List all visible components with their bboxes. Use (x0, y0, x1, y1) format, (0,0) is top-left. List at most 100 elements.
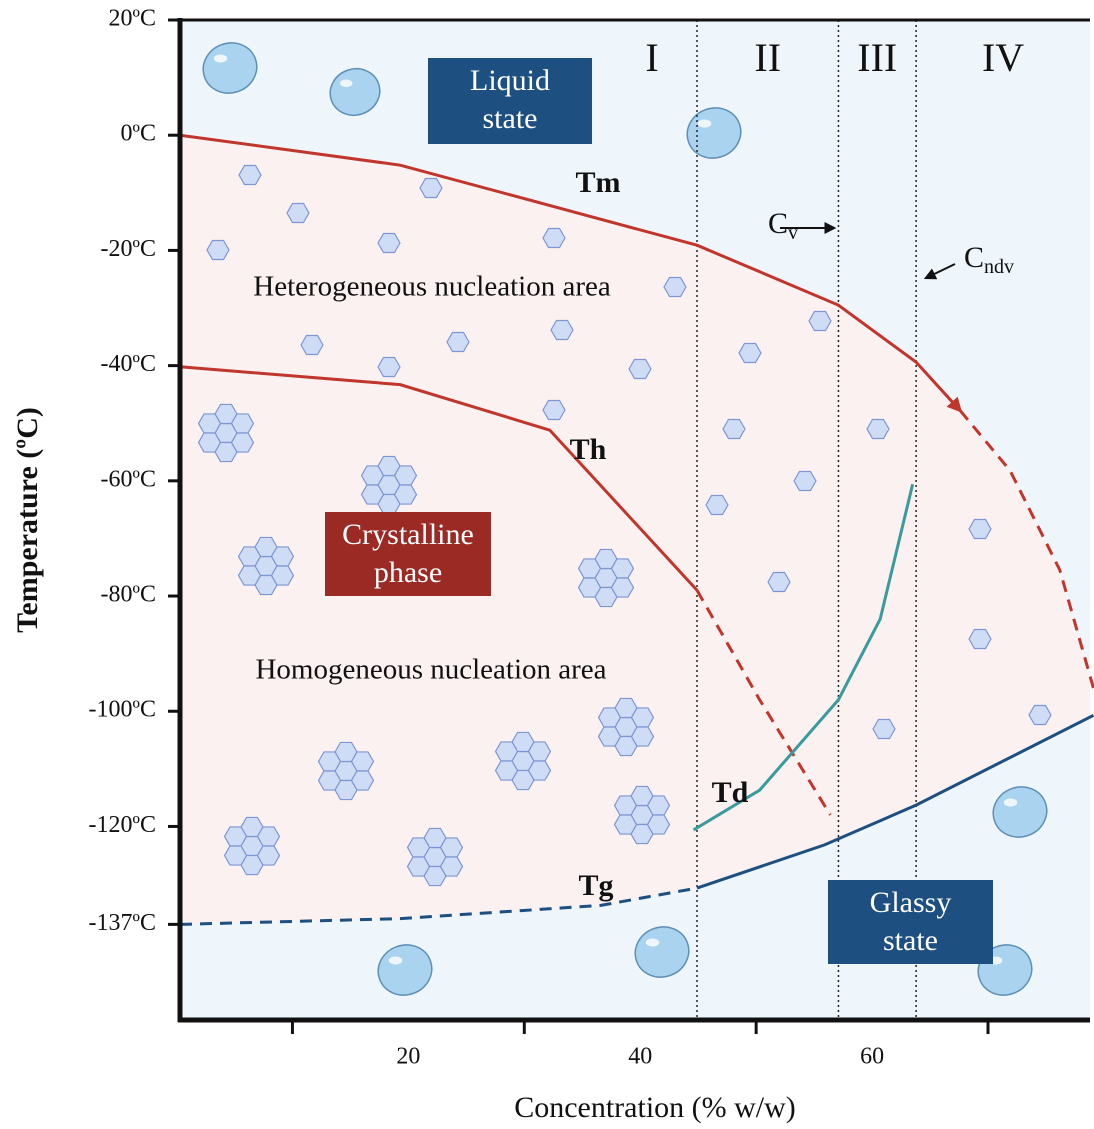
chart: 20ºC 0ºC -20ºC -40ºC -60ºC -80ºC -100ºC -120ºC -… (0, 0, 1094, 1129)
crystal (272, 547, 294, 566)
y-tick-label: -80ºC (101, 582, 156, 608)
crystal (441, 838, 463, 857)
crystal (579, 578, 601, 597)
y-tick-label: 0ºC (121, 121, 156, 147)
crystal (543, 400, 565, 419)
crystal (378, 357, 400, 376)
crystal (232, 433, 254, 452)
y-tick-label: -60ºC (101, 466, 156, 492)
x-tick-label: 20 (396, 1044, 420, 1070)
crystal (873, 719, 895, 738)
y-tick-label: -120ºC (89, 812, 156, 838)
x-tick-label: 60 (860, 1044, 884, 1070)
crystal (301, 335, 323, 354)
curve-label: Tm (576, 166, 621, 199)
droplet-shine (340, 80, 353, 88)
x-axis-label: Concentration (% w/w) (514, 1091, 796, 1124)
crystal (258, 846, 280, 865)
crystal (496, 761, 518, 780)
crystal (239, 547, 261, 566)
concentration-symbol: C (964, 241, 984, 274)
crystal (395, 485, 417, 504)
state-label: phase (374, 556, 442, 589)
crystal (599, 727, 621, 746)
state-label: Liquid (470, 64, 550, 97)
crystal (287, 203, 309, 222)
crystal (1029, 705, 1051, 724)
droplet-shine (698, 120, 712, 128)
state-label: state (483, 102, 538, 135)
curve-label: Tg (578, 869, 613, 902)
droplet-shine (214, 55, 228, 63)
crystal (362, 466, 384, 485)
crystal (664, 277, 686, 296)
y-tick-label: -20ºC (101, 236, 156, 262)
crystal (612, 559, 634, 578)
y-tick-label: 20ºC (109, 6, 156, 32)
crystal (395, 466, 417, 485)
crystal (258, 827, 280, 846)
y-tick-label: -137ºC (89, 910, 156, 936)
crystal (408, 838, 430, 857)
crystal (551, 320, 573, 339)
region-label: III (857, 35, 897, 80)
crystal (239, 566, 261, 585)
crystal (615, 796, 637, 815)
crystal (794, 471, 816, 490)
area-label: Heterogeneous nucleation area (253, 271, 611, 303)
concentration-subscript: v (788, 222, 798, 244)
crystal (447, 332, 469, 351)
crystal (809, 311, 831, 330)
state-label: state (883, 924, 938, 957)
crystal (420, 178, 442, 197)
y-axis-label: Temperature (ºC) (11, 407, 44, 633)
crystal (272, 566, 294, 585)
crystal (723, 419, 745, 438)
region-label: IV (982, 35, 1024, 80)
region-label: I (645, 35, 658, 80)
crystal (232, 414, 254, 433)
droplet-shine (646, 939, 660, 947)
crystal (378, 233, 400, 252)
state-label: Crystalline (342, 518, 474, 551)
crystal (225, 827, 247, 846)
crystal (969, 629, 991, 648)
crystal (739, 343, 761, 362)
state-label: Glassy (870, 886, 952, 919)
x-tick-label: 40 (628, 1044, 652, 1070)
crystal (441, 857, 463, 876)
crystal (612, 578, 634, 597)
crystal (648, 796, 670, 815)
crystal (239, 165, 261, 184)
crystal (615, 815, 637, 834)
crystal (352, 752, 374, 771)
crystal (408, 857, 430, 876)
area-label: Homogeneous nucleation area (255, 654, 606, 686)
crystal (969, 519, 991, 538)
crystal (632, 708, 654, 727)
crystal (496, 742, 518, 761)
crystal (543, 228, 565, 247)
crystal (199, 414, 221, 433)
concentration-symbol: C (768, 207, 788, 240)
crystal (648, 815, 670, 834)
droplet-shine (389, 957, 403, 965)
crystal (199, 433, 221, 452)
crystal (362, 485, 384, 504)
crystal (629, 359, 651, 378)
curve-label: Td (712, 776, 749, 809)
crystal (867, 419, 889, 438)
crystal (706, 495, 728, 514)
crystal (319, 752, 341, 771)
crystal (352, 771, 374, 790)
crystal (599, 708, 621, 727)
concentration-subscript: ndv (984, 256, 1014, 278)
crystal (207, 240, 229, 259)
crystal (579, 559, 601, 578)
region-label: II (754, 35, 781, 80)
crystal (529, 761, 551, 780)
y-tick-label: -100ºC (89, 697, 156, 723)
y-tick-label: -40ºC (101, 351, 156, 377)
curve-label: Th (570, 433, 607, 466)
crystal (529, 742, 551, 761)
